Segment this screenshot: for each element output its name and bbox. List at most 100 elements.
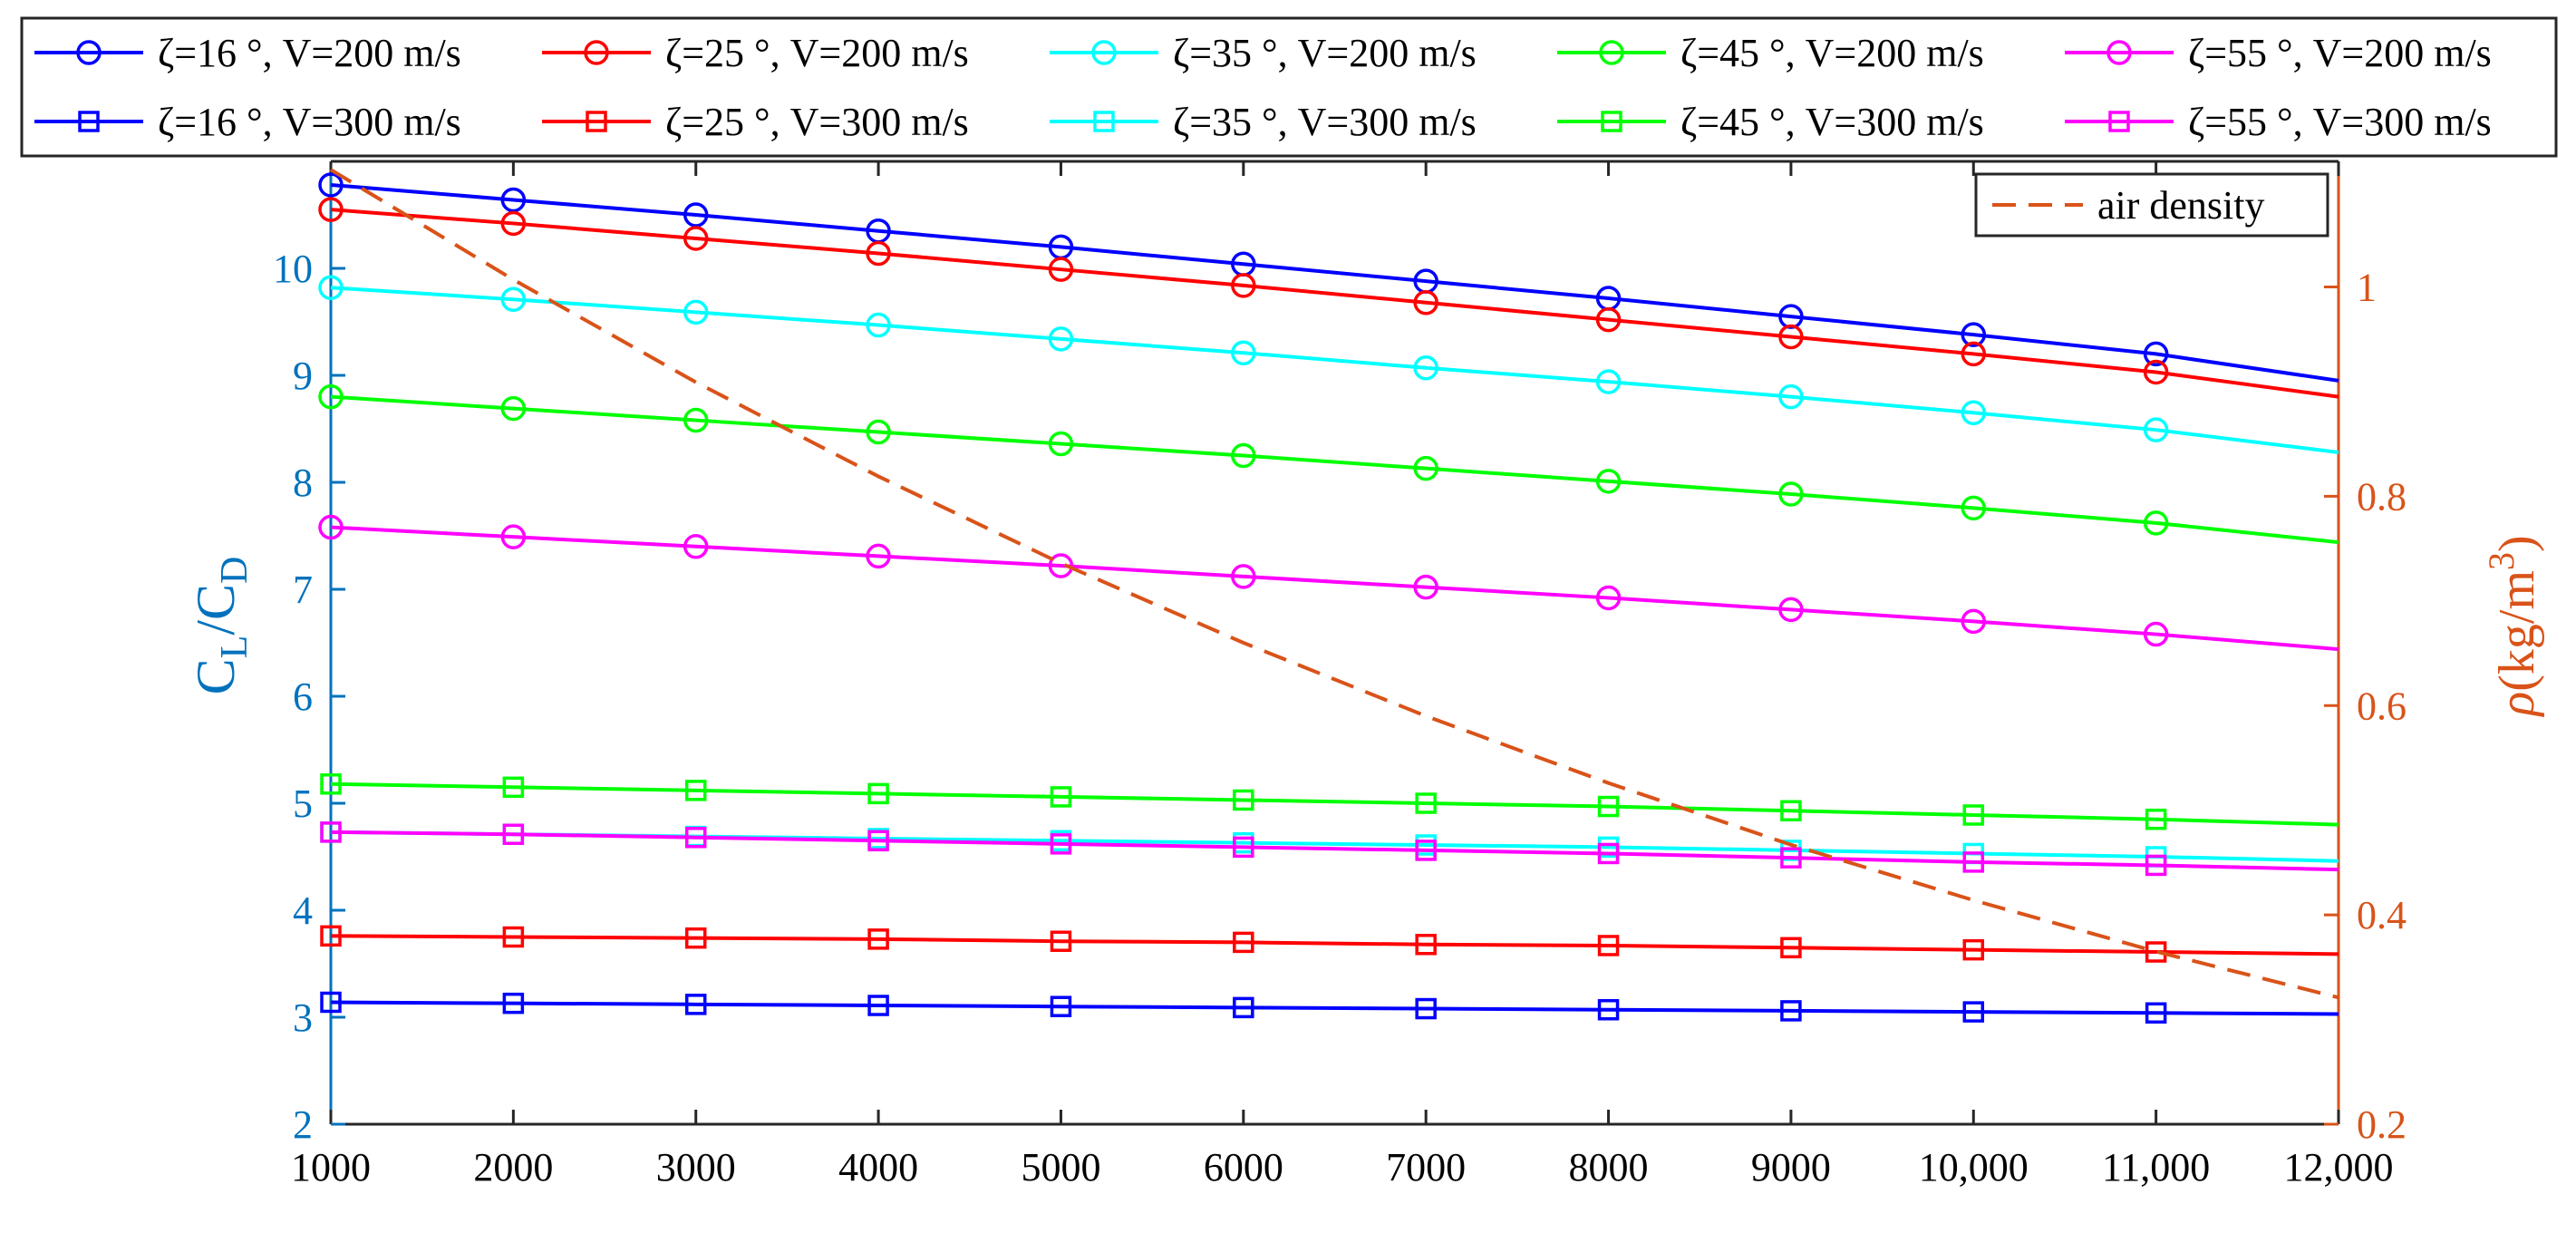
data-point-square: [1962, 1001, 1985, 1023]
data-point-square: [320, 773, 342, 795]
left-ylabel-sub2: D: [214, 557, 256, 584]
data-point-square: [684, 994, 707, 1015]
data-point-circle: [1961, 608, 1987, 635]
legend-item: ζ=55 °, V=200 m/s: [2065, 31, 2492, 75]
legend-label: ζ=35 °, V=200 m/s: [1173, 31, 1477, 75]
data-point-circle: [866, 543, 891, 569]
data-point-square: [1415, 934, 1437, 956]
data-point-square: [502, 776, 525, 799]
x-tick-label: 11,000: [2102, 1145, 2210, 1189]
data-point-circle: [318, 172, 344, 198]
data-point-circle: [2143, 359, 2169, 385]
data-point-square: [1050, 786, 1072, 808]
legend-label: ζ=55 °, V=200 m/s: [2188, 31, 2492, 75]
data-point-square: [1597, 795, 1620, 818]
data-point-square: [1415, 792, 1437, 814]
data-point-square: [684, 827, 707, 849]
series-line: [330, 286, 2339, 454]
data-point-square: [1233, 996, 1254, 1019]
data-point-circle: [500, 286, 527, 312]
data-point-circle: [1961, 341, 1987, 367]
data-point-circle: [1413, 455, 1438, 481]
left-ylabel-main: C: [186, 658, 246, 694]
x-tick-label: 4000: [838, 1145, 918, 1189]
data-point-circle: [1595, 369, 1622, 394]
data-point-circle: [318, 275, 344, 300]
data-point-circle: [1595, 585, 1622, 611]
x-axis-ticks: 1000 2000 3000 4000 5000 6000 7000 8000 9000 10,0…: [291, 161, 2394, 1189]
x-tick-label: 7000: [1386, 1145, 1466, 1189]
series-line: [329, 168, 2339, 1000]
data-point-circle: [1413, 574, 1438, 600]
legend-label: air density: [2097, 183, 2265, 228]
data-point-square: [867, 995, 889, 1016]
left-tick-label: 9: [293, 354, 313, 398]
x-tick-label: 5000: [1021, 1145, 1100, 1189]
data-point-circle: [318, 197, 344, 222]
data-point-square: [1780, 800, 1802, 822]
right-ylabel-sup: 3: [2481, 552, 2522, 570]
data-point-square: [1415, 840, 1437, 861]
data-point-square: [2145, 808, 2167, 830]
data-point-circle: [1048, 257, 1074, 282]
data-point-square: [867, 830, 889, 852]
legend-item: ζ=25 °, V=200 m/s: [542, 31, 969, 75]
right-tick-label: 0.2: [2357, 1102, 2407, 1147]
data-point-circle: [2143, 510, 2169, 536]
data-point-circle: [1961, 400, 1987, 426]
right-ylabel-close: ): [2489, 535, 2545, 552]
data-point-circle: [683, 202, 709, 228]
data-point-circle: [683, 534, 709, 559]
series-line: [330, 782, 2339, 827]
legend-label: ζ=25 °, V=300 m/s: [665, 100, 969, 144]
x-tick-label: 1000: [291, 1145, 371, 1189]
legend-item: ζ=35 °, V=200 m/s: [1050, 31, 1477, 75]
data-point-circle: [683, 407, 709, 433]
data-point-square: [684, 927, 707, 949]
data-point-square: [1415, 997, 1437, 1020]
data-point-square: [320, 821, 342, 843]
data-point-square: [320, 991, 342, 1014]
series-line: [330, 525, 2339, 652]
legend-marker-square: [78, 111, 100, 132]
x-tick-label: 6000: [1204, 1145, 1283, 1189]
series-4: [318, 514, 2339, 652]
series-8: [320, 773, 2339, 830]
data-point-square: [320, 925, 342, 947]
data-point-circle: [2143, 417, 2169, 442]
left-ylabel-sub1: L: [214, 636, 256, 659]
data-point-circle: [2143, 341, 2169, 367]
legend-marker-circle: [1599, 40, 1624, 65]
series-2: [318, 275, 2339, 454]
data-point-square: [1962, 804, 1985, 826]
right-tick-label: 0.6: [2357, 684, 2407, 728]
data-point-square: [2145, 854, 2167, 877]
data-point-square: [1962, 938, 1985, 961]
legend-marker-square: [1093, 111, 1115, 132]
data-point-square: [1780, 1000, 1802, 1022]
legend-marker-circle: [1091, 40, 1117, 65]
data-point-square: [502, 992, 525, 1015]
data-point-circle: [1778, 481, 1804, 507]
left-tick-label: 5: [293, 782, 313, 826]
series-10: [329, 168, 2339, 1000]
data-point-square: [1597, 935, 1620, 956]
left-tick-label: 3: [293, 995, 313, 1040]
data-point-circle: [683, 226, 709, 251]
data-point-circle: [866, 419, 891, 445]
data-point-circle: [866, 240, 891, 267]
right-ylabel-unit: (kg/m: [2489, 570, 2545, 692]
data-point-circle: [1231, 442, 1256, 469]
data-point-square: [502, 823, 525, 845]
data-point-circle: [1231, 273, 1256, 298]
data-point-circle: [1961, 322, 1987, 347]
data-point-circle: [500, 187, 527, 213]
legend-label: ζ=16 °, V=300 m/s: [158, 100, 461, 144]
svg-text:CL/CD: CL/CD: [186, 557, 256, 695]
series-3: [318, 383, 2339, 545]
data-point-square: [867, 928, 889, 950]
data-point-square: [684, 780, 707, 801]
data-point-circle: [1048, 431, 1074, 457]
svg-text:ρ(kg/m3): ρ(kg/m3): [2481, 535, 2545, 717]
